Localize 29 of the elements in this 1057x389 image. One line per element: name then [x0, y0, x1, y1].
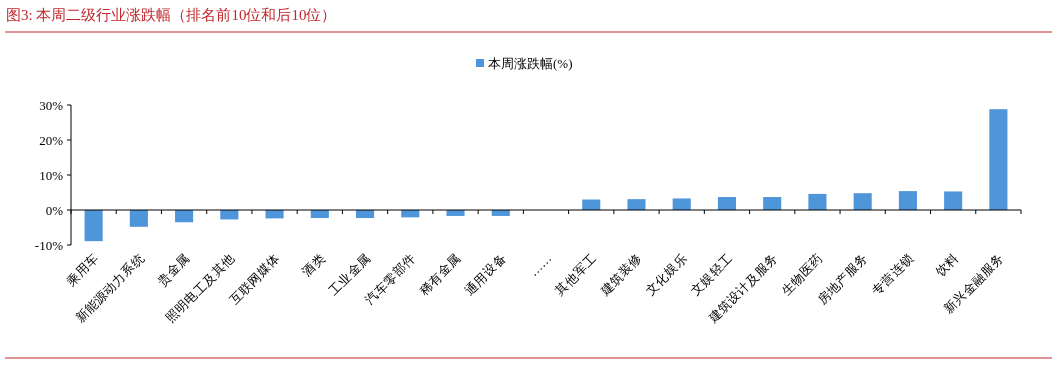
x-tick-label: 乘用车 [64, 251, 102, 289]
x-tick-label: 酒类 [299, 251, 328, 280]
y-tick-label: -10% [34, 237, 64, 253]
legend-label: 本周涨跌幅(%) [488, 56, 573, 71]
x-tick-label: …… [526, 251, 555, 279]
bar [763, 197, 782, 210]
bar [944, 191, 963, 210]
x-tick-label: 饮料 [932, 251, 962, 281]
bar [129, 210, 148, 227]
chart-title: 图3: 本周二级行业涨跌幅（排名前10位和后10位） [6, 7, 337, 23]
bar [672, 198, 691, 210]
bar [989, 109, 1008, 210]
y-tick-label: 10% [39, 167, 64, 183]
x-tick-label: 建筑装修 [597, 251, 645, 299]
y-tick-label: 20% [39, 132, 64, 148]
bar [898, 191, 917, 210]
bar [717, 197, 736, 210]
x-tick-label: 通用设备 [462, 251, 509, 298]
x-tick-label: 贵金属 [154, 251, 193, 289]
bar [627, 199, 646, 210]
x-tick-label: 稀有金属 [416, 251, 464, 298]
bar [853, 193, 872, 210]
y-tick-label: 0% [45, 202, 64, 218]
x-tick-label: 专营连锁 [869, 251, 917, 298]
bar [808, 193, 827, 210]
y-tick-label: 30% [39, 97, 64, 113]
x-tick-label: 文化娱乐 [643, 251, 690, 298]
bar [84, 210, 103, 242]
x-tick-label: 其他军工 [552, 251, 600, 298]
